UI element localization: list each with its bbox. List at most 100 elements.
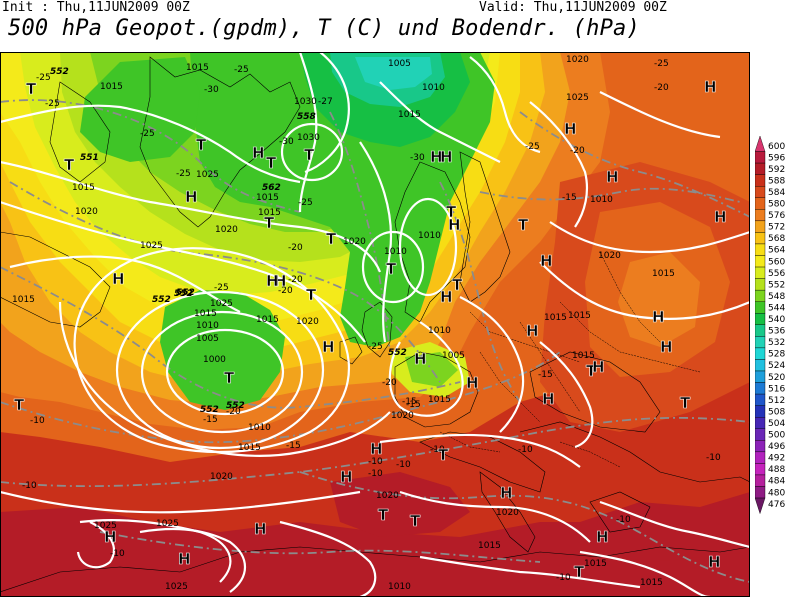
temp-label: -25 [234,65,249,75]
temperature-labels: -25 -25 -25 -30 -25 -25 -30 -27 -30 -25 … [22,59,721,583]
low-marker: T [196,136,207,154]
legend-label: 496 [768,442,785,452]
isobar-label: 1025 [94,521,117,531]
high-marker: H [430,148,443,166]
temp-label: -30 [410,153,425,163]
legend-swatch [755,151,766,164]
legend-label: 500 [768,431,785,441]
isobar-label: 1015 [398,110,421,120]
temp-label: -10 [30,416,45,426]
isobar-label: 1030 [297,133,320,143]
high-marker: H [178,550,191,568]
isobar-label: 1010 [428,326,451,336]
high-marker: H [606,168,619,186]
high-marker: H [112,270,125,288]
legend-label: 568 [768,234,785,244]
isobar-label: 1025 [165,582,188,592]
isobar-label: 1015 [544,313,567,323]
legend-swatch [755,186,766,198]
temp-label: -25 [298,198,313,208]
temp-label: -10 [22,481,37,491]
low-marker: T [306,286,317,304]
high-marker: H [185,188,198,206]
isobar-label: 1025 [140,241,163,251]
temp-label: -15 [562,193,577,203]
isobar-label: 1015 [72,183,95,193]
temp-label: -25 [214,283,229,293]
high-marker: H [542,390,555,408]
legend-swatch [755,243,766,256]
legend-label: 592 [768,165,785,175]
legend-label: 532 [768,338,785,348]
legend-label: 480 [768,488,785,498]
country-borders [439,251,701,468]
isobar-label: 1010 [196,321,219,331]
legend-label: 580 [768,200,785,210]
temp-label: -10 [368,469,383,479]
temp-label: -20 [278,286,293,296]
valid-time: Valid: Thu,11JUN2009 00Z [479,0,667,15]
temp-label: -25 [36,73,51,83]
legend-label: 536 [768,327,785,337]
temp-label: -15 [538,370,553,380]
legend-swatch [755,382,766,395]
isobar-label: 1015 [194,309,217,319]
legend-label: 548 [768,292,785,302]
isobar-label: 1020 [296,317,319,327]
field-544-b [80,57,200,162]
isobar-label: 1010 [418,231,441,241]
legend-swatch [755,370,766,383]
low-marker: T [64,156,75,174]
low-marker: T [264,214,275,232]
legend-swatch [755,232,766,245]
height-label: 551 [80,153,99,163]
legend-swatch [755,393,766,406]
legend-swatch [755,428,766,441]
low-marker: T [518,216,529,234]
high-marker: H [708,553,721,571]
legend-label: 484 [768,477,785,487]
isobar-label: 1020 [75,207,98,217]
legend-label: 576 [768,211,785,221]
low-marker: T [452,276,463,294]
legend-swatch [755,440,766,453]
high-marker: H [596,528,609,546]
high-marker: H [104,528,117,546]
isobar-label: 1010 [388,582,411,592]
isobar-label: 1010 [384,247,407,257]
isobar-label: 1015 [238,443,261,453]
low-marker: T [224,369,235,387]
temp-label: -25 [525,142,540,152]
legend-label: 572 [768,223,785,233]
temp-label: -10 [556,573,571,583]
high-marker: H [448,216,461,234]
low-marker: T [304,146,315,164]
legend-label: 516 [768,384,785,394]
temp-label: -15 [286,441,301,451]
height-label: 552 [152,295,171,305]
isobar-label: 1015 [584,559,607,569]
high-marker: H [500,484,513,502]
legend-swatch [755,266,766,279]
low-marker: T [266,154,277,172]
init-time: Init : Thu,11JUN2009 00Z [2,0,190,15]
low-marker: T [326,230,337,248]
legend-swatch [755,174,766,187]
isobar-label: 1015 [428,395,451,405]
temp-label: -20 [382,378,397,388]
high-marker: H [340,468,353,486]
low-marker: T [410,512,421,530]
legend-swatch [755,301,766,314]
isobar-label: 1015 [258,208,281,218]
low-marker: T [26,80,37,98]
temp-label: -25 [176,169,191,179]
legend-swatch [755,451,766,464]
temp-label: -20 [654,83,669,93]
height-label: 552 [226,401,245,411]
isobar-label: 1025 [566,93,589,103]
legend-label: 564 [768,246,785,256]
legend-label: 600 [768,142,785,152]
legend-label: 492 [768,454,785,464]
legend-swatch [755,289,766,302]
legend-label: 488 [768,465,785,475]
